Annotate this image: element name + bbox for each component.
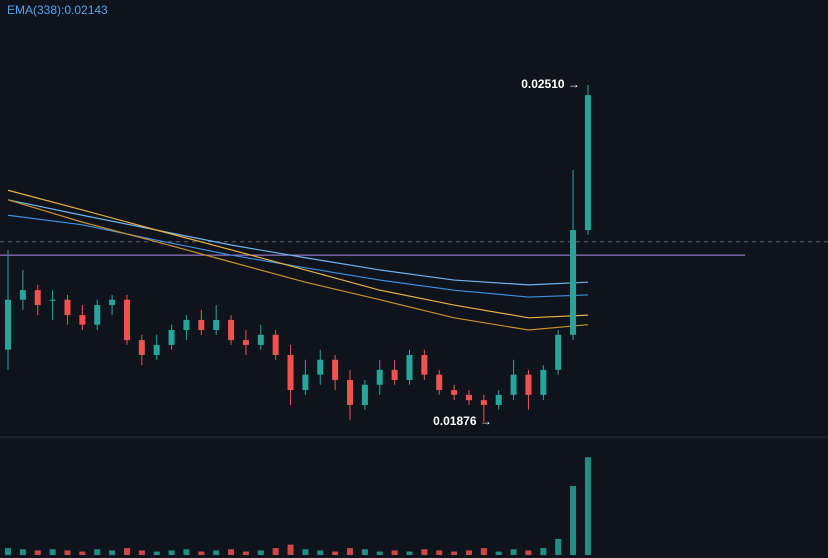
candle-body — [257, 334, 264, 345]
volume-bar — [242, 551, 249, 555]
candle-body — [376, 369, 383, 385]
candle-body — [540, 369, 547, 395]
candle-body — [495, 394, 502, 405]
candle-body — [109, 299, 116, 306]
volume-bar — [94, 549, 101, 555]
candle-body — [287, 354, 294, 391]
candle-body — [584, 95, 591, 231]
candle-body — [480, 400, 487, 405]
volume-bar — [436, 550, 443, 555]
low-label: 0.01876 → — [433, 414, 492, 428]
candle-body — [332, 359, 339, 380]
candle-body — [347, 379, 354, 405]
volume-bar — [213, 550, 220, 555]
volume-bar — [555, 538, 562, 555]
volume-bar — [361, 549, 368, 555]
ema-line — [7, 189, 588, 319]
volume-bar — [451, 551, 458, 555]
candle-body — [525, 374, 532, 395]
candle-body — [391, 369, 398, 380]
candle-body — [123, 299, 130, 341]
high-label: 0.02510 → — [521, 77, 580, 91]
indicator-label: EMA(338):0.02143 — [7, 3, 108, 17]
volume-bar — [257, 550, 264, 555]
volume-bar — [49, 549, 56, 555]
volume-bar — [79, 551, 86, 555]
candle-body — [465, 394, 472, 401]
candle-body — [302, 374, 309, 391]
volume-bar — [109, 550, 116, 555]
volume-bar — [332, 551, 339, 555]
candle-body — [421, 354, 428, 375]
candle-body — [242, 340, 249, 345]
volume-bar — [584, 457, 591, 555]
volume-bar — [287, 544, 294, 555]
candle-body — [198, 319, 205, 331]
volume-bar — [525, 550, 532, 555]
volume-bar — [34, 550, 41, 555]
volume-bar — [198, 551, 205, 555]
candle-body — [64, 299, 71, 316]
candle-body — [5, 299, 11, 350]
candle-body — [555, 334, 562, 370]
ema-line — [7, 199, 588, 286]
candle-body — [570, 230, 577, 335]
candle-body — [94, 305, 101, 325]
candle-body — [510, 374, 517, 395]
volume-bar — [64, 550, 71, 555]
volume-bar — [5, 548, 11, 555]
candle-body — [153, 344, 160, 355]
volume-bar — [406, 551, 413, 555]
volume-bar — [168, 550, 175, 555]
ema-line — [7, 199, 588, 331]
volume-bar — [317, 550, 324, 555]
candle-body — [168, 330, 175, 345]
volume-bar — [153, 551, 160, 555]
candle-body — [213, 319, 220, 331]
candle-body — [361, 384, 368, 405]
volume-bar — [376, 551, 383, 555]
volume-bar — [138, 550, 145, 555]
volume-bar — [510, 549, 517, 555]
candle-body — [79, 315, 86, 325]
volume-bar — [540, 548, 547, 555]
candle-body — [19, 290, 26, 300]
volume-bar — [570, 486, 577, 555]
candle-body — [183, 319, 190, 331]
candle-body — [138, 340, 145, 355]
candle-body — [228, 319, 235, 341]
volume-bar — [421, 549, 428, 555]
candle-body — [436, 374, 443, 391]
volume-bar — [123, 548, 130, 555]
volume-bar — [302, 549, 309, 555]
candle-body — [317, 359, 324, 375]
volume-bar — [19, 549, 26, 555]
volume-bar — [183, 549, 190, 555]
volume-bar — [480, 548, 487, 555]
candle-body — [451, 390, 458, 395]
candle-body — [406, 354, 413, 380]
volume-bar — [347, 548, 354, 555]
volume-bar — [495, 551, 502, 555]
volume-bar — [465, 550, 472, 555]
ema-line — [7, 214, 588, 298]
volume-bar — [272, 548, 279, 555]
volume-bar — [391, 550, 398, 555]
volume-bar — [228, 549, 235, 555]
candle-body — [49, 299, 56, 301]
candle-body — [272, 334, 279, 355]
candle-body — [34, 290, 41, 306]
